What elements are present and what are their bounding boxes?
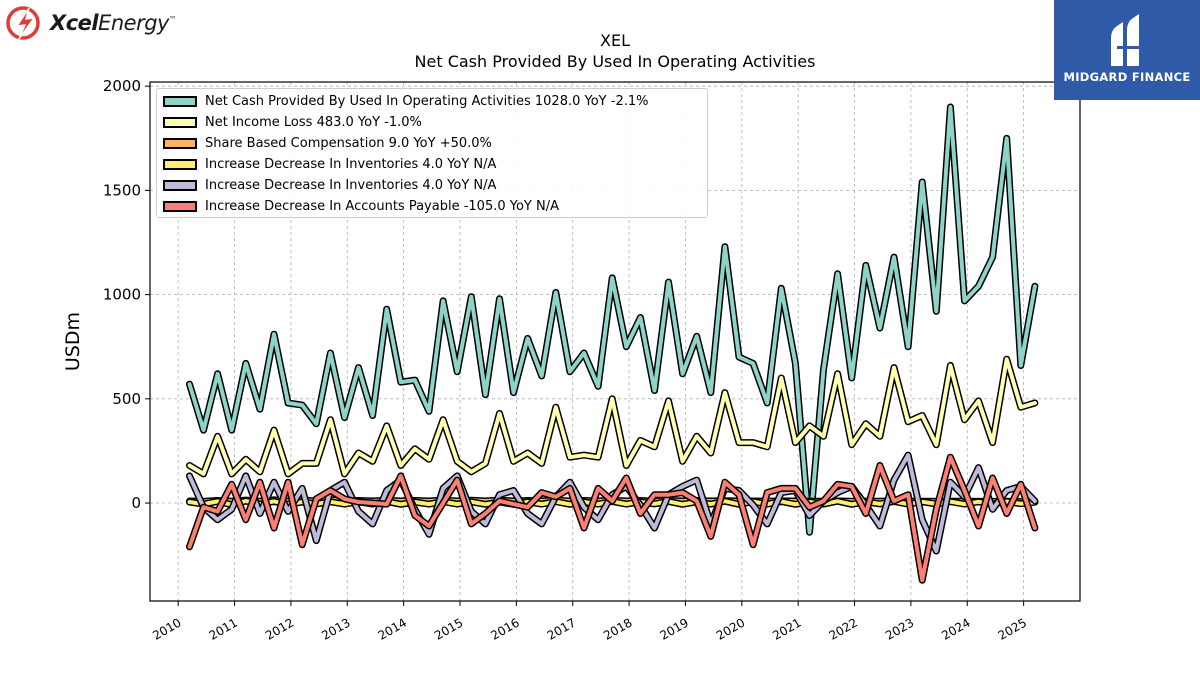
x-tick-label: 2014	[376, 615, 409, 642]
company-logo: XcelEnergy™	[6, 4, 177, 42]
x-tick-label: 2017	[545, 615, 578, 642]
x-tick-label: 2019	[658, 615, 691, 642]
series-outline-5	[186, 453, 1039, 584]
legend-entry: Increase Decrease In Inventories 4.0 YoY…	[163, 176, 496, 194]
legend-label: Net Cash Provided By Used In Operating A…	[205, 93, 649, 109]
chart-legend: Net Cash Provided By Used In Operating A…	[156, 88, 708, 218]
xcel-flame-icon	[6, 6, 40, 40]
legend-entry: Share Based Compensation 9.0 YoY +50.0%	[163, 134, 492, 152]
x-tick-label: 2018	[601, 615, 634, 642]
x-tick-label: 2020	[714, 615, 747, 642]
x-tick-label: 2022	[827, 615, 860, 642]
legend-swatch	[163, 137, 197, 149]
legend-label: Increase Decrease In Inventories 4.0 YoY…	[205, 177, 497, 193]
legend-label: Increase Decrease In Inventories 4.0 YoY…	[205, 156, 497, 172]
midgard-finance-badge: MIDGARD FINANCE	[1054, 0, 1200, 100]
legend-entry: Net Cash Provided By Used In Operating A…	[163, 92, 648, 110]
x-tick-label: 2015	[432, 615, 465, 642]
x-tick-label: 2023	[883, 615, 916, 642]
y-tick-label: 0	[131, 494, 141, 512]
legend-entry: Increase Decrease In Inventories 4.0 YoY…	[163, 155, 496, 173]
x-tick-label: 2024	[939, 615, 972, 642]
y-tick-label: 1500	[103, 181, 141, 199]
legend-label: Share Based Compensation 9.0 YoY +50.0%	[205, 135, 492, 151]
series-line-0	[187, 105, 1037, 535]
series-line-5	[187, 455, 1037, 583]
x-tick-label: 2016	[488, 615, 521, 642]
legend-entry: Net Income Loss 483.0 YoY -1.0%	[163, 113, 422, 131]
legend-label: Net Income Loss 483.0 YoY -1.0%	[205, 114, 422, 130]
legend-swatch	[163, 179, 197, 191]
company-name: XcelEnergy™	[50, 11, 177, 35]
chart-title: XEL	[600, 31, 630, 50]
legend-entry: Increase Decrease In Accounts Payable -1…	[163, 197, 559, 215]
chart-subtitle: Net Cash Provided By Used In Operating A…	[414, 52, 816, 71]
y-tick-label: 2000	[103, 77, 141, 95]
y-tick-label: 500	[112, 390, 141, 408]
legend-swatch	[163, 95, 197, 107]
x-tick-label: 2025	[996, 615, 1029, 642]
x-tick-label: 2013	[319, 615, 352, 642]
legend-swatch	[163, 116, 197, 128]
x-tick-label: 2011	[207, 615, 240, 642]
midgard-logo-icon	[1111, 14, 1139, 66]
y-axis-label: USDm	[62, 312, 84, 371]
y-tick-label: 1000	[103, 286, 141, 304]
legend-swatch	[163, 200, 197, 212]
series-line-1	[187, 357, 1037, 476]
legend-label: Increase Decrease In Accounts Payable -1…	[205, 198, 559, 214]
x-tick-label: 2021	[770, 615, 803, 642]
x-tick-label: 2010	[150, 615, 183, 642]
badge-label: MIDGARD FINANCE	[1063, 70, 1191, 84]
plot-frame	[149, 81, 1081, 602]
x-tick-label: 2012	[263, 615, 296, 642]
legend-swatch	[163, 158, 197, 170]
